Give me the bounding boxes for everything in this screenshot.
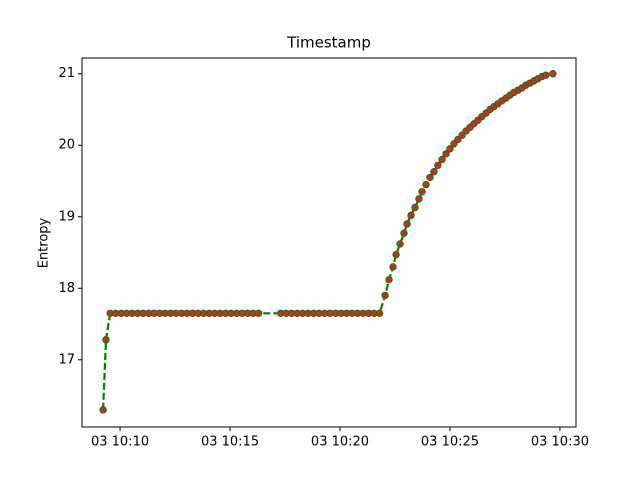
y-tick-label: 20: [58, 138, 75, 153]
x-tick-label: 03 10:30: [531, 435, 589, 450]
data-point: [400, 229, 408, 237]
data-point: [381, 291, 389, 300]
data-point: [403, 220, 411, 228]
data-point: [446, 145, 454, 153]
data-point: [454, 135, 462, 144]
data-point: [430, 168, 438, 176]
data-point: [442, 150, 450, 158]
x-tick-label: 03 10:20: [311, 435, 369, 450]
plot-frame: [81, 57, 577, 428]
data-point: [102, 336, 110, 344]
data-point: [422, 180, 430, 189]
x-tick-label: 03 10:10: [91, 435, 149, 450]
data-point: [407, 211, 415, 220]
data-point: [418, 188, 426, 196]
data-point: [375, 309, 384, 317]
data-point: [434, 161, 442, 169]
y-tick-label: 18: [58, 281, 75, 296]
x-tick-label: 03 10:15: [201, 435, 259, 450]
y-tick-label: 21: [58, 66, 75, 81]
data-point: [411, 203, 419, 212]
data-point: [426, 173, 434, 182]
data-point: [549, 70, 557, 78]
y-tick-label: 17: [58, 352, 75, 367]
data-point: [385, 275, 393, 284]
data-point: [415, 195, 423, 203]
data-point: [396, 240, 404, 248]
y-axis-label: Entropy: [37, 217, 52, 268]
chart-title: Timestamp: [286, 34, 371, 52]
data-point: [392, 250, 400, 259]
data-point: [99, 406, 107, 414]
data-point: [438, 155, 446, 164]
y-tick-label: 19: [58, 209, 75, 224]
data-point: [542, 71, 550, 79]
data-point: [389, 263, 397, 271]
data-point: [254, 309, 263, 317]
x-tick-label: 03 10:25: [421, 435, 479, 450]
